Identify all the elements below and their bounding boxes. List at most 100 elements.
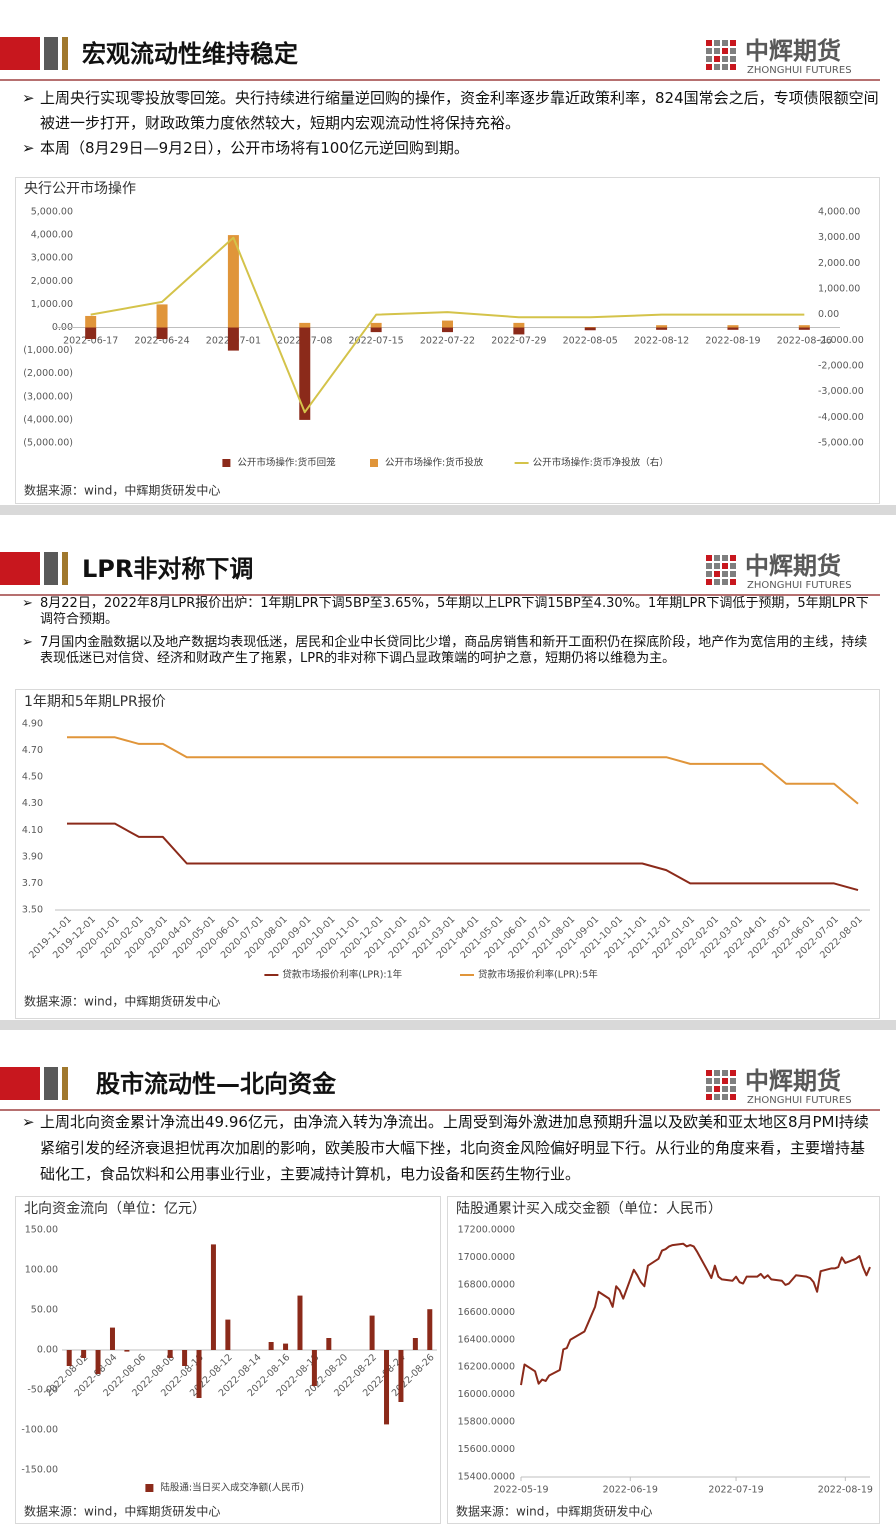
y-tick-label: (2,000.00)	[23, 368, 73, 379]
bar	[167, 1350, 173, 1358]
bar	[81, 1350, 87, 1358]
bar	[297, 1295, 303, 1350]
logo-cell	[722, 1086, 728, 1092]
y-tick-label: 150.00	[25, 1225, 58, 1236]
x-tick-label: 2022-08-19	[705, 336, 760, 347]
x-tick-label: 2022-08-26	[777, 336, 832, 347]
x-tick-label: 2022-07-19	[708, 1485, 763, 1496]
section-title: 股市流动性—北向资金	[96, 1070, 337, 1098]
x-tick-label: 2022-07-22	[420, 336, 475, 347]
bar	[798, 327, 810, 330]
logo-cell	[706, 56, 712, 62]
logo-cell	[714, 579, 720, 585]
legend-label: 公开市场操作:货币回笼	[237, 457, 336, 469]
logo-cell	[730, 1094, 736, 1100]
chart-title: 陆股通累计买入成交金额（单位：人民币）	[456, 1200, 722, 1217]
x-tick-label: 2022-07-15	[349, 336, 404, 347]
logo-cell	[722, 1094, 728, 1100]
y-tick-label: 0.00	[37, 1345, 58, 1356]
source: 数据来源：wind，中辉期货研发中心	[24, 1504, 220, 1519]
y-tick-label: -100.00	[21, 1425, 58, 1436]
y-tick-label: 16800.0000	[458, 1279, 515, 1290]
chart-frame	[15, 1196, 441, 1524]
bar	[370, 327, 382, 333]
source: 数据来源：wind，中辉期货研发中心	[24, 994, 220, 1009]
y-tick-label: 15800.0000	[458, 1417, 515, 1428]
bar	[727, 327, 739, 330]
logo-cell	[706, 555, 712, 561]
x-tick-label: 2022-06-24	[134, 336, 189, 347]
bar	[85, 315, 97, 328]
bullet: 7月国内金融数据以及地产数据均表现低迷，居民和企业中长贷同比少增，商品房销售和新…	[22, 635, 874, 667]
section-separator	[0, 505, 896, 515]
logo-cell	[714, 40, 720, 46]
y-tick-label: 16200.0000	[458, 1362, 515, 1373]
bar	[656, 325, 668, 328]
y-tick-label: 3,000.00	[31, 253, 73, 264]
y-tick-label: 5,000.00	[31, 207, 73, 218]
logo-cell	[730, 1086, 736, 1092]
bar	[95, 1350, 101, 1374]
logo-cell	[730, 563, 736, 569]
logo-cell	[730, 64, 736, 70]
logo-cell	[706, 1086, 712, 1092]
chart-title: 央行公开市场操作	[24, 180, 136, 197]
logo-cell	[706, 48, 712, 54]
legend-label: 贷款市场报价利率(LPR):5年	[478, 969, 598, 981]
bullet: 上周央行实现零投放零回笼。央行持续进行缩量逆回购的操作，资金利率逐步靠近政策利率…	[22, 86, 880, 136]
x-tick-label: 2022-08-19	[818, 1485, 873, 1496]
y-tick-label: 3.70	[22, 878, 43, 889]
bar	[210, 1244, 216, 1350]
y-tick-label: (4,000.00)	[23, 414, 73, 425]
logo-cell	[714, 64, 720, 70]
y-tick-label: 1,000.00	[31, 299, 73, 310]
bar	[66, 1350, 72, 1366]
bar	[124, 1350, 130, 1352]
y-tick-label: 4.70	[22, 745, 43, 756]
logo-cell	[730, 1070, 736, 1076]
line	[66, 736, 859, 805]
y2-tick-label: 0.00	[818, 309, 839, 320]
legend-swatch	[145, 1484, 154, 1492]
y-tick-label: 4.50	[22, 772, 43, 783]
bar	[326, 1338, 332, 1350]
logo-cell	[722, 579, 728, 585]
chart-frame	[15, 177, 880, 504]
x-tick-label: 2022-07-29	[491, 336, 546, 347]
logo-cell	[714, 1086, 720, 1092]
logo-cell	[714, 1070, 720, 1076]
y2-tick-label: 2,000.00	[818, 258, 860, 269]
y-tick-label: 4,000.00	[31, 230, 73, 241]
legend-label: 贷款市场报价利率(LPR):1年	[282, 969, 402, 981]
logo-name-en: ZHONGHUI FUTURES	[747, 1095, 852, 1106]
logo-cell	[714, 1094, 720, 1100]
logo-cell	[714, 571, 720, 577]
bar	[225, 1319, 231, 1350]
logo-cell	[706, 64, 712, 70]
y-tick-label: 15400.0000	[458, 1472, 515, 1483]
header-block-gray	[44, 37, 58, 70]
logo-cell	[722, 48, 728, 54]
chart-frame	[15, 689, 880, 1019]
bar	[227, 235, 239, 328]
logo-cell	[706, 571, 712, 577]
bar	[182, 1350, 188, 1366]
bar	[398, 1350, 404, 1402]
legend-swatch	[222, 459, 231, 467]
chart-frame	[447, 1196, 880, 1524]
bar	[299, 327, 311, 420]
y-tick-label: 4.30	[22, 798, 43, 809]
bullet: 8月22日，2022年8月LPR报价出炉：1年期LPR下调5BP至3.65%，5…	[22, 596, 874, 628]
bullet: 本周（8月29日—9月2日），公开市场将有100亿元逆回购到期。	[22, 136, 880, 161]
bar	[369, 1315, 375, 1350]
header-block-red	[0, 37, 40, 70]
line	[520, 1242, 871, 1386]
bullet-list: 上周北向资金累计净流出49.96亿元，由净流入转为净流出。上周受到海外激进加息预…	[22, 1109, 877, 1187]
logo-cell	[722, 64, 728, 70]
y-tick-label: (1,000.00)	[23, 345, 73, 356]
logo-cell	[706, 1078, 712, 1084]
chart-title: 北向资金流向（单位：亿元）	[24, 1201, 206, 1217]
bar	[584, 327, 596, 331]
bar	[656, 327, 668, 330]
